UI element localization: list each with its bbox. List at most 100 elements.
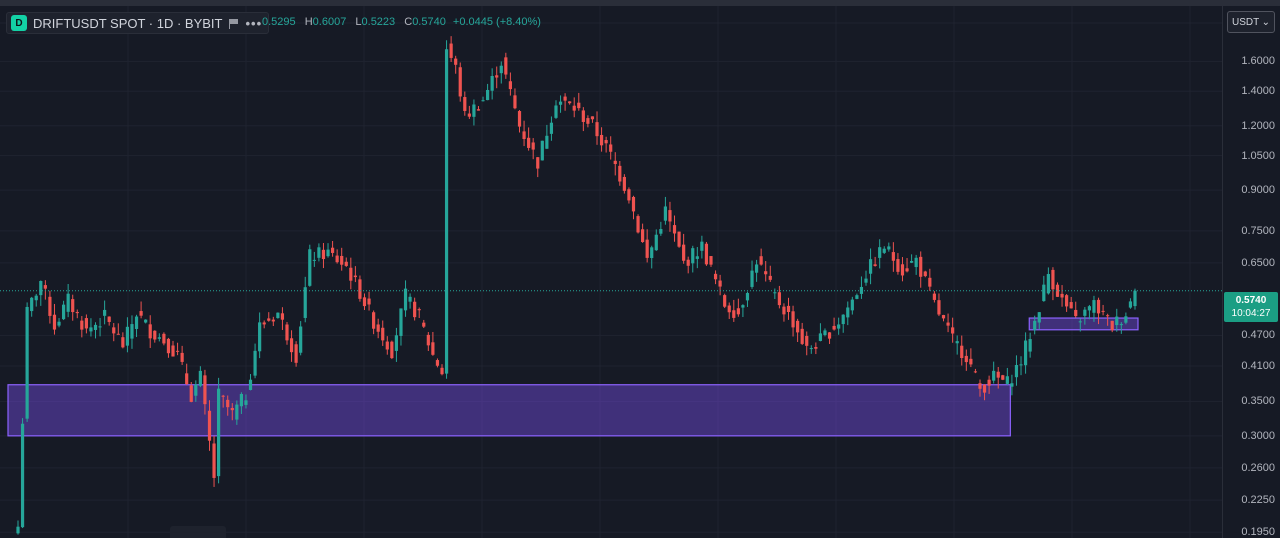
candle-body bbox=[1069, 302, 1073, 309]
low-label: L bbox=[355, 16, 362, 28]
candle-body bbox=[417, 309, 421, 311]
candle-body bbox=[896, 259, 900, 272]
candle-body bbox=[1087, 306, 1092, 311]
flag-icon[interactable] bbox=[228, 18, 239, 29]
candle-body bbox=[522, 131, 526, 139]
candle-body bbox=[20, 423, 25, 528]
candle-body bbox=[444, 49, 449, 374]
candle-body bbox=[508, 81, 512, 90]
price-axis[interactable]: 1.90001.60001.40001.20001.05000.90000.75… bbox=[1222, 6, 1280, 538]
candle-body bbox=[577, 102, 581, 109]
bottom-panel-handle[interactable] bbox=[170, 526, 226, 538]
ohlc-readout: 0.5295 H0.6007 L0.5223 C0.5740 +0.0445 (… bbox=[262, 16, 541, 28]
candle-body bbox=[554, 105, 558, 118]
candle-body bbox=[558, 101, 563, 105]
candle-body bbox=[1078, 321, 1082, 323]
candle-body bbox=[672, 225, 677, 234]
candle-body bbox=[782, 306, 786, 315]
candle-body bbox=[1092, 300, 1096, 313]
currency-label: USDT bbox=[1232, 16, 1260, 28]
candle-body bbox=[568, 101, 572, 104]
currency-dropdown[interactable]: USDT ⌄ bbox=[1227, 11, 1275, 33]
candle-body bbox=[923, 271, 927, 277]
candle-body bbox=[344, 261, 348, 266]
candle-body bbox=[175, 350, 180, 352]
candle-body bbox=[796, 320, 800, 333]
candle-body bbox=[718, 280, 722, 287]
candle-body bbox=[805, 335, 809, 346]
candle-body bbox=[928, 277, 932, 287]
candle-body bbox=[98, 326, 102, 328]
candle-body bbox=[476, 109, 481, 111]
candle-body bbox=[1037, 312, 1041, 323]
candle-body bbox=[855, 295, 859, 299]
candle-body bbox=[189, 385, 193, 402]
candle-body bbox=[631, 196, 636, 212]
drift-logo-icon: D bbox=[11, 15, 27, 31]
candle-body bbox=[609, 144, 613, 152]
candle-body bbox=[1074, 309, 1078, 317]
candle-body bbox=[326, 249, 330, 257]
candle-body bbox=[1115, 316, 1119, 326]
candle-body bbox=[905, 268, 909, 272]
candle-body bbox=[207, 410, 212, 441]
candle-body bbox=[107, 316, 111, 322]
y-tick-label: 1.6000 bbox=[1241, 55, 1275, 68]
candle-body bbox=[1060, 293, 1064, 298]
candle-body bbox=[1005, 376, 1009, 384]
candle-body bbox=[481, 100, 485, 102]
candle-body bbox=[932, 293, 936, 300]
candle-body bbox=[144, 319, 148, 323]
candle-body bbox=[536, 157, 540, 169]
candle-body bbox=[435, 360, 440, 366]
candle-body bbox=[1106, 315, 1110, 317]
candle-body bbox=[941, 315, 946, 319]
top-border bbox=[0, 0, 1280, 6]
last-price-value: 0.5740 bbox=[1235, 295, 1267, 306]
candle-body bbox=[786, 305, 791, 313]
candle-body bbox=[677, 231, 681, 247]
candle-body bbox=[1033, 320, 1037, 331]
candle-body bbox=[645, 239, 649, 258]
candle-body bbox=[180, 352, 184, 362]
candle-body bbox=[891, 252, 895, 261]
symbol-header[interactable]: D DRIFTUSDT SPOT · 1D · BYBIT ••• bbox=[6, 12, 270, 34]
candle-body bbox=[745, 293, 750, 301]
candle-body bbox=[71, 299, 75, 313]
candle-body bbox=[759, 256, 763, 265]
candle-body bbox=[504, 57, 508, 75]
candle-body bbox=[34, 295, 38, 301]
candle-body bbox=[650, 247, 654, 259]
candle-body bbox=[43, 285, 47, 289]
candle-body bbox=[317, 247, 321, 258]
candle-body bbox=[185, 373, 189, 385]
candle-body bbox=[969, 358, 973, 365]
y-tick-label: 0.2250 bbox=[1241, 494, 1275, 507]
y-tick-label: 0.6500 bbox=[1241, 256, 1275, 269]
candle-body bbox=[1046, 274, 1050, 294]
y-tick-label: 0.2600 bbox=[1241, 461, 1275, 474]
candle-body bbox=[1110, 320, 1114, 331]
candle-body bbox=[303, 287, 307, 318]
candle-body bbox=[440, 367, 444, 375]
bar-countdown: 10:04:27 bbox=[1231, 308, 1271, 319]
candle-body bbox=[1028, 339, 1032, 352]
candle-body bbox=[878, 247, 882, 258]
candle-body bbox=[230, 408, 234, 411]
more-options-icon[interactable]: ••• bbox=[245, 15, 263, 31]
candle-body bbox=[686, 259, 690, 266]
candle-body bbox=[112, 327, 116, 334]
candle-body bbox=[768, 275, 772, 280]
candle-body bbox=[955, 341, 959, 344]
price-chart[interactable] bbox=[0, 6, 1222, 538]
candle-body bbox=[321, 249, 326, 260]
candle-body bbox=[125, 326, 130, 346]
candle-body bbox=[513, 95, 517, 109]
candle-body bbox=[1101, 310, 1105, 312]
candle-body bbox=[627, 189, 631, 201]
y-tick-label: 0.9000 bbox=[1241, 184, 1275, 197]
candle-body bbox=[48, 296, 52, 316]
candle-body bbox=[75, 311, 79, 314]
y-tick-label: 0.7500 bbox=[1241, 224, 1275, 237]
candle-body bbox=[586, 118, 590, 124]
